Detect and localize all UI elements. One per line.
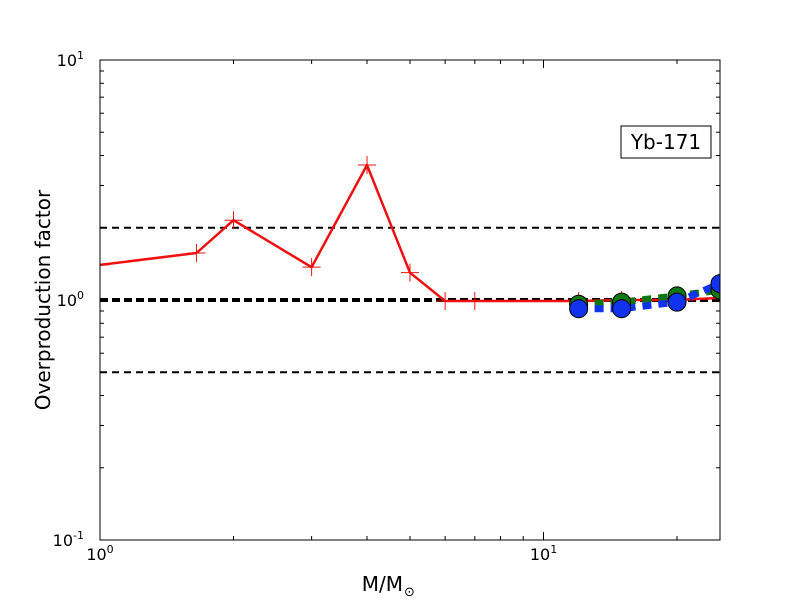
series-2-point-1	[612, 299, 632, 319]
plot-layer	[100, 156, 720, 374]
y-tick-label-2: 101	[57, 49, 84, 70]
x-tick-label-1: 101	[530, 543, 557, 564]
series-0-point-6	[436, 292, 455, 311]
series-0-point-1	[187, 243, 206, 262]
series-1-line	[578, 286, 720, 308]
series-2-point-0	[569, 299, 589, 319]
x-axis-label: M/M ⊙	[362, 572, 415, 600]
series-0-point-3	[302, 258, 321, 277]
y-axis-label: Overproduction factor	[31, 189, 55, 410]
series-2-point-3	[710, 274, 720, 294]
x-axis-label-text: M/M	[362, 572, 403, 596]
series-2-line	[578, 280, 720, 313]
series-0-point-11	[711, 288, 720, 307]
x-tick-label-0: 100	[86, 543, 113, 564]
series-0-point-7	[465, 292, 484, 311]
series-0-point-4	[358, 156, 377, 175]
series-0-point-5	[401, 263, 419, 282]
series-0-point-0	[100, 255, 109, 274]
y-tick-label-1: 100	[57, 289, 84, 310]
x-axis-label-subscript: ⊙	[404, 585, 415, 600]
series-2-point-2	[667, 292, 687, 312]
series-0-point-2	[224, 211, 243, 230]
annotation-box: Yb-171	[620, 125, 712, 159]
annotation-label: Yb-171	[630, 130, 701, 154]
y-tick-label-0: 10-1	[53, 529, 84, 550]
